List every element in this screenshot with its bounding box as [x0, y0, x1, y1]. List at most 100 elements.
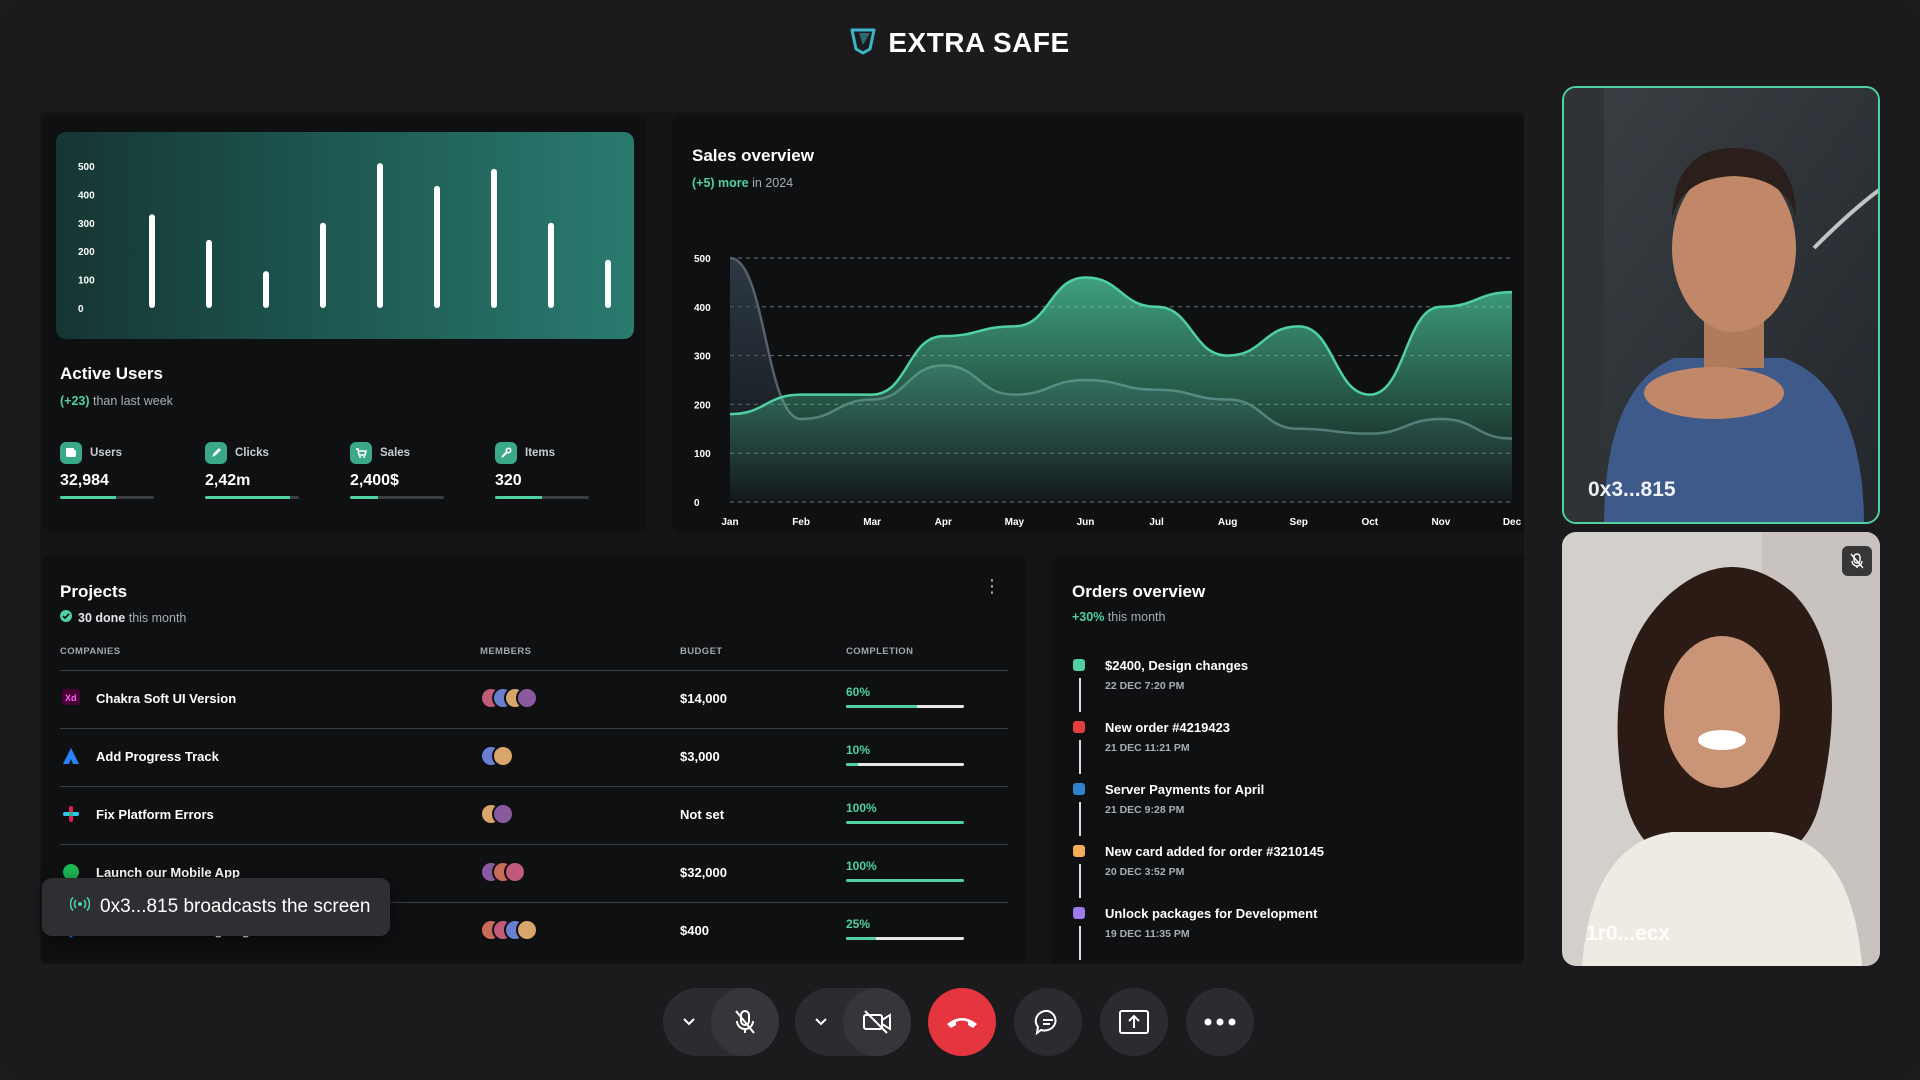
stat-clicks: Clicks 2,42m: [205, 442, 325, 499]
participant-name: 0x3...815: [1588, 478, 1676, 501]
hang-up-phone-icon: [947, 1018, 977, 1028]
orders-delta: +30%: [1072, 610, 1105, 624]
table-row[interactable]: Launch our Mobile App $32,000 100%: [60, 844, 1008, 902]
stat-value: 2,400$: [350, 472, 399, 489]
broadcast-toast: 0x3...815 broadcasts the screen: [42, 878, 390, 936]
y-tick-label: 200: [694, 400, 711, 411]
completion-progress-fill: [846, 705, 917, 708]
x-tick-label: Apr: [935, 517, 952, 528]
more-options-icon[interactable]: ⋮: [983, 576, 1002, 596]
timeline-connector: [1079, 740, 1081, 774]
y-tick-label: 100: [694, 449, 711, 460]
completion-value: 10%: [846, 743, 871, 757]
order-timeline-item: Unlock packages for Development 19 DEC 1…: [1072, 906, 1512, 964]
active-users-subtitle: (+23) than last week: [60, 394, 173, 408]
y-tick-label: 0: [78, 304, 84, 315]
brand-name: EXTRA SAFE: [888, 27, 1070, 58]
y-tick-label: 300: [78, 219, 95, 230]
y-tick-label: 500: [78, 162, 95, 173]
completion-progress-fill: [846, 763, 858, 766]
order-timeline-item: New card added for order #3210145 20 DEC…: [1072, 844, 1512, 906]
sales-overview-subtitle: (+5) more in 2024: [692, 176, 793, 190]
completion-progress: [846, 937, 964, 940]
order-timeline-item: $2400, Design changes 22 DEC 7:20 PM: [1072, 658, 1512, 720]
projects-title: Projects: [60, 582, 128, 601]
stat-label: Clicks: [235, 447, 269, 459]
broadcast-toast-text: 0x3...815 broadcasts the screen: [100, 896, 371, 917]
completion-value: 60%: [846, 685, 871, 699]
bar: [206, 239, 212, 308]
microphone-control-group: [663, 988, 779, 1056]
atlassian-icon: [62, 747, 82, 767]
projects-subtitle: 30 done this month: [60, 610, 186, 625]
member-avatar[interactable]: [504, 861, 526, 883]
stat-progress: [205, 496, 299, 499]
x-tick-label: Nov: [1431, 517, 1450, 528]
svg-text:Xd: Xd: [65, 693, 77, 703]
member-avatar[interactable]: [516, 919, 538, 941]
y-tick-label: 100: [78, 276, 95, 287]
more-options-button[interactable]: [1186, 988, 1254, 1056]
share-screen-icon: [1119, 1010, 1149, 1034]
y-tick-label: 500: [694, 254, 711, 265]
completion-value: 100%: [846, 859, 877, 873]
timeline-connector: [1079, 926, 1081, 960]
chat-button[interactable]: [1014, 988, 1082, 1056]
series-1-area: [730, 277, 1512, 502]
active-users-subtitle-text: than last week: [89, 394, 173, 408]
column-header-completion: COMPLETION: [846, 646, 914, 657]
camera-toggle-button[interactable]: [843, 988, 911, 1056]
camera-options-chevron-icon[interactable]: [801, 988, 841, 1056]
table-row[interactable]: Add Progress Track $3,000 10%: [60, 728, 1008, 786]
completion-progress-fill: [846, 821, 964, 824]
stat-progress-fill: [205, 496, 290, 499]
order-date: 21 DEC 11:21 PM: [1105, 742, 1190, 754]
x-tick-label: Feb: [792, 517, 810, 528]
project-budget: Not set: [680, 807, 725, 822]
stat-value: 320: [495, 472, 522, 489]
project-completion: 100%: [846, 859, 964, 882]
end-call-button[interactable]: [928, 988, 996, 1056]
table-row[interactable]: Xd Chakra Soft UI Version $14,000 60%: [60, 670, 1008, 728]
participant-tile[interactable]: 1r0...ecx: [1562, 532, 1880, 966]
x-tick-label: May: [1005, 517, 1025, 528]
microphone-options-chevron-icon[interactable]: [669, 988, 709, 1056]
member-avatar[interactable]: [516, 687, 538, 709]
brand-header: EXTRA SAFE: [0, 24, 1920, 62]
broadcast-icon: [69, 896, 91, 918]
orders-overview-subtitle: +30% this month: [1072, 610, 1165, 624]
project-completion: 100%: [846, 801, 964, 824]
check-circle-icon: [60, 610, 72, 625]
stat-progress: [60, 496, 154, 499]
projects-done-count: 30 done: [78, 610, 126, 625]
cart-icon: [350, 442, 372, 464]
order-date: 21 DEC 9:28 PM: [1105, 804, 1185, 816]
order-date: 19 DEC 11:35 PM: [1105, 928, 1190, 940]
sales-overview-chart: 500 400 300 200 100 0 Jan Feb Mar Apr May Jun Jul Aug…: [694, 254, 1522, 528]
stat-progress: [350, 496, 444, 499]
share-screen-button[interactable]: [1100, 988, 1168, 1056]
active-users-bar-chart: 500 400 300 200 100 0: [78, 162, 611, 315]
timeline-connector: [1079, 864, 1081, 898]
cart-icon: [1072, 782, 1086, 796]
order-title: Unlock packages for Development: [1105, 906, 1318, 921]
rocket-icon: [205, 442, 227, 464]
y-tick-label: 400: [694, 303, 711, 314]
adobe-xd-icon: Xd: [62, 689, 82, 709]
stat-sales: Sales 2,400$: [350, 442, 470, 499]
microphone-toggle-button[interactable]: [711, 988, 779, 1056]
wallet-icon: [60, 442, 82, 464]
muted-microphone-icon: [1842, 546, 1872, 576]
stat-progress-fill: [60, 496, 117, 499]
table-row[interactable]: Fix Platform Errors Not set 100%: [60, 786, 1008, 844]
participant-tile-speaker[interactable]: 0x3...815: [1562, 86, 1880, 524]
active-users-title: Active Users: [60, 364, 164, 383]
call-controls: [0, 986, 1920, 1058]
member-avatar[interactable]: [492, 803, 514, 825]
completion-progress-fill: [846, 879, 964, 882]
project-completion: 10%: [846, 743, 964, 766]
member-avatar[interactable]: [492, 745, 514, 767]
column-header-companies: COMPANIES: [60, 646, 121, 657]
shield-logo-icon: [850, 27, 876, 60]
sales-overview-subtitle-text: in 2024: [748, 176, 794, 190]
